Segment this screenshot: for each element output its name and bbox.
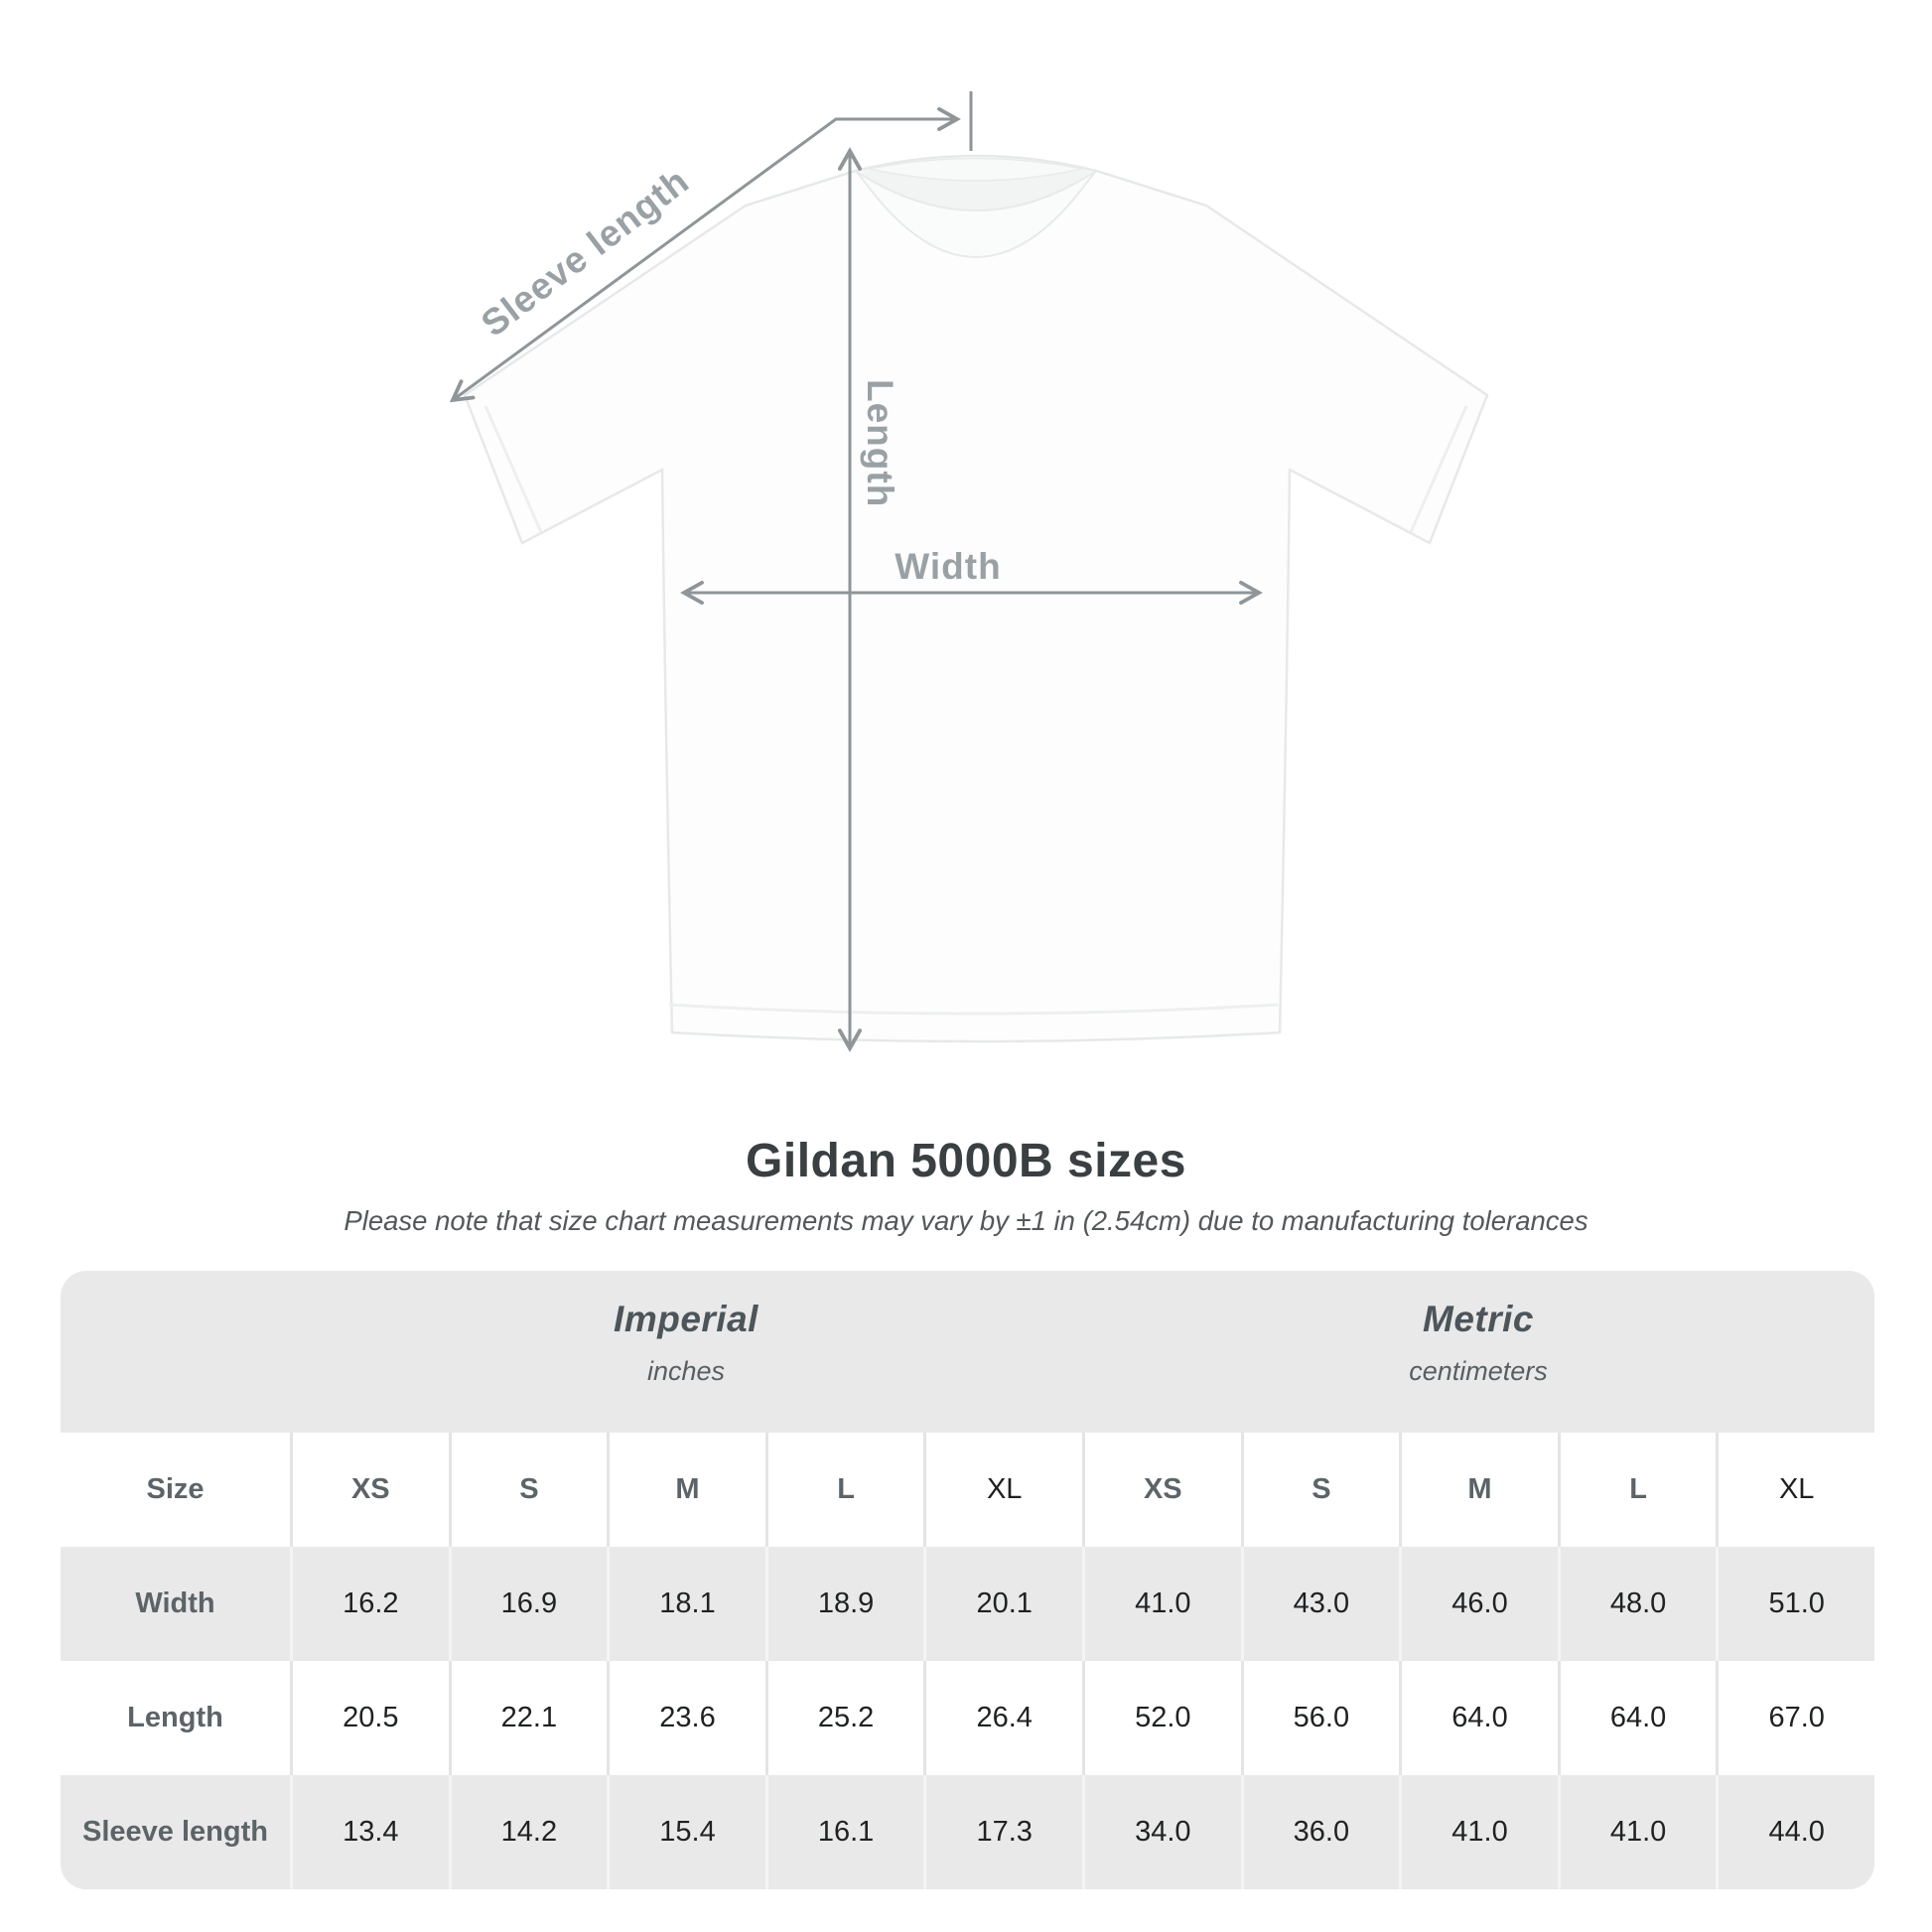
header-cell-metric-l: L [1557,1433,1717,1547]
header-cell-imperial-xl: XL [923,1433,1082,1547]
left-sleeve-hem [483,405,543,533]
value-cell: 43.0 [1240,1547,1400,1661]
row-label: Length [127,1702,223,1733]
right-sleeve-hem [1409,405,1468,533]
value-cell: 18.1 [607,1547,765,1661]
table-row-width: Width 16.2 16.9 18.1 18.9 20.1 41.0 43.0… [61,1547,1874,1661]
tshirt-graphic [463,154,1489,1043]
row-label: Sleeve length [82,1816,268,1848]
value-cell: 34.0 [1082,1775,1241,1889]
header-cell-metric-xl: XL [1716,1433,1874,1547]
metric-label: Metric [1423,1299,1534,1339]
value-cell: 17.3 [923,1775,1082,1889]
value-cell: 14.2 [448,1775,608,1889]
value-cell: 51.0 [1716,1547,1874,1661]
length-label: Length [860,379,900,507]
value-cell: 20.1 [923,1547,1082,1661]
value-cell: 48.0 [1557,1547,1717,1661]
header-cell-imperial-m: M [607,1433,765,1547]
value-cell: 64.0 [1399,1661,1558,1775]
value-cell: 16.1 [764,1775,924,1889]
size-table: Imperial inches Metric centimeters Size … [61,1271,1874,1889]
value-cell: 20.5 [290,1661,449,1775]
value-cell: 41.0 [1082,1547,1241,1661]
value-cell: 41.0 [1399,1775,1558,1889]
value-cell: 56.0 [1240,1661,1400,1775]
value-cell: 23.6 [607,1661,765,1775]
page-subtitle: Please note that size chart measurements… [344,1205,1588,1236]
page-title: Gildan 5000B sizes [746,1135,1186,1187]
size-header-row: Size XS S M L XL XS S M L XL [61,1433,1874,1547]
value-cell: 41.0 [1557,1775,1717,1889]
row-label: Width [135,1587,215,1619]
value-cell: 67.0 [1716,1661,1874,1775]
header-cell-imperial-xs: XS [290,1433,449,1547]
metric-unit: centimeters [1409,1356,1548,1386]
value-cell: 22.1 [448,1661,608,1775]
sleeve-length-line [449,106,961,403]
width-label: Width [895,546,1001,587]
tshirt-body [463,154,1489,1043]
header-cell-metric-s: S [1240,1433,1400,1547]
value-cell: 16.2 [290,1547,449,1661]
header-cell-metric-m: M [1399,1433,1558,1547]
header-cell-metric-xs: XS [1082,1433,1241,1547]
value-cell: 46.0 [1399,1547,1558,1661]
value-cell: 52.0 [1082,1661,1241,1775]
value-cell: 15.4 [607,1775,765,1889]
table-row-length: Length 20.5 22.1 23.6 25.2 26.4 52.0 56.… [61,1661,1874,1775]
imperial-unit-group: Imperial inches [290,1271,1082,1433]
header-cell-imperial-s: S [448,1433,608,1547]
value-cell: 36.0 [1240,1775,1400,1889]
header-cell-size: Size [146,1473,205,1505]
imperial-unit: inches [646,1356,726,1386]
value-cell: 25.2 [764,1661,924,1775]
header-cell-imperial-l: L [764,1433,924,1547]
metric-unit-group: Metric centimeters [1082,1271,1874,1433]
table-row-sleeve-length: Sleeve length 13.4 14.2 15.4 16.1 17.3 3… [61,1775,1874,1889]
measurement-lines [449,91,1263,1052]
tshirt-measurement-diagram: Sleeve length Length Width [449,91,1489,1052]
value-cell: 13.4 [290,1775,449,1889]
bottom-hem [668,1003,1279,1016]
value-cell: 26.4 [923,1661,1082,1775]
value-cell: 16.9 [448,1547,608,1661]
imperial-label: Imperial [614,1299,759,1339]
value-cell: 18.9 [764,1547,924,1661]
unit-header-row: Imperial inches Metric centimeters [61,1271,1874,1433]
value-cell: 44.0 [1716,1775,1874,1889]
value-cell: 64.0 [1557,1661,1717,1775]
